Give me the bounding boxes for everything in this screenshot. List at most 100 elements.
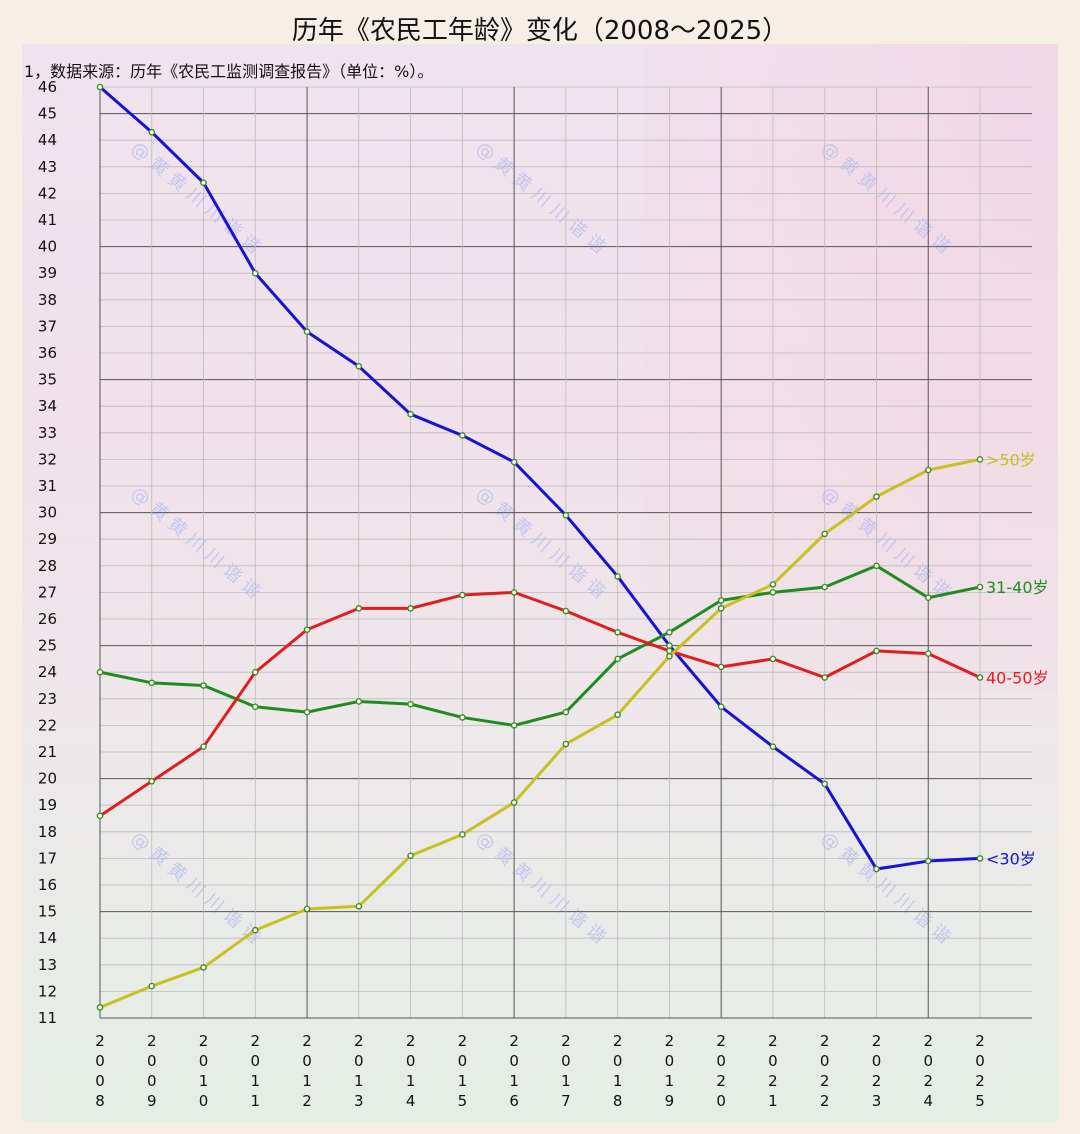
- data-point: [148, 982, 156, 990]
- data-point: [510, 722, 518, 729]
- data-point: [924, 466, 932, 474]
- series-line: [99, 457, 981, 1009]
- data-point: [303, 328, 311, 336]
- data-point: [873, 493, 880, 500]
- series-0: <30岁: [96, 83, 1036, 873]
- data-point: [96, 1004, 104, 1011]
- watermark-text: @黄黄川川谐谐: [472, 138, 614, 262]
- data-point: [614, 629, 621, 636]
- y-tick-label: 30: [38, 504, 57, 522]
- data-point: [562, 511, 570, 519]
- watermark-text: @黄黄川川谐谐: [127, 138, 269, 262]
- y-tick-label: 43: [38, 158, 57, 176]
- data-point: [976, 674, 984, 681]
- y-tick-label: 36: [38, 344, 57, 362]
- data-point: [303, 708, 311, 716]
- watermark-group: @黄黄川川谐谐 @黄黄川川谐谐 @黄黄川川谐谐 @黄黄川川谐谐 @黄黄川川谐谐 @黄黄川川…: [127, 138, 959, 952]
- data-point: [303, 626, 311, 633]
- data-point: [976, 583, 984, 591]
- series-line: [99, 564, 981, 727]
- data-point: [407, 700, 414, 708]
- data-point: [769, 743, 777, 750]
- y-tick-label: 27: [38, 583, 57, 601]
- data-point: [821, 530, 829, 538]
- watermark-text: @黄黄川川谐谐: [817, 483, 959, 607]
- y-tick-label: 46: [38, 78, 57, 96]
- data-point: [666, 629, 673, 636]
- data-point: [148, 777, 156, 785]
- y-tick-label: 16: [38, 876, 57, 894]
- series-label: 40-50岁: [986, 669, 1049, 688]
- data-point: [614, 711, 621, 719]
- data-point: [562, 607, 570, 615]
- data-point: [717, 597, 725, 604]
- plot-background: [22, 44, 1058, 1122]
- data-point: [355, 605, 363, 612]
- data-point: [666, 652, 673, 660]
- data-point: [355, 362, 363, 370]
- y-tick-label: 24: [38, 663, 57, 681]
- data-point: [200, 179, 207, 187]
- data-point: [614, 655, 621, 663]
- data-point: [355, 902, 363, 910]
- y-tick-label: 28: [38, 557, 57, 575]
- series-line: [99, 590, 981, 818]
- series-1: 31-40岁: [96, 562, 1049, 729]
- data-point: [821, 674, 829, 681]
- data-point: [200, 743, 207, 750]
- data-point: [459, 591, 466, 599]
- grid: [99, 86, 1032, 1019]
- data-point: [96, 83, 104, 91]
- y-tick-label: 45: [38, 105, 57, 123]
- data-point: [459, 831, 466, 838]
- data-point: [251, 703, 259, 711]
- data-point: [614, 573, 621, 580]
- data-point: [407, 852, 414, 860]
- data-point: [510, 589, 518, 596]
- data-point: [717, 703, 725, 711]
- data-point: [924, 857, 932, 865]
- watermark-text: @黄黄川川谐谐: [127, 828, 269, 952]
- series-label: 31-40岁: [986, 578, 1049, 597]
- y-tick-label: 29: [38, 530, 57, 548]
- data-point: [769, 581, 777, 588]
- y-tick-label: 44: [38, 131, 57, 149]
- watermark-text: @黄黄川川谐谐: [127, 483, 269, 607]
- data-point: [924, 594, 932, 602]
- data-point: [717, 605, 725, 612]
- source-note: 1，数据来源：历年《农民工监测调查报告》（单位：%）。: [24, 62, 434, 81]
- y-tick-label: 18: [38, 823, 57, 841]
- data-point: [96, 668, 104, 676]
- y-tick-label: 37: [38, 317, 57, 335]
- data-point: [924, 650, 932, 657]
- watermark-text: @黄黄川川谐谐: [817, 138, 959, 262]
- data-point: [200, 682, 207, 689]
- data-point: [821, 780, 829, 788]
- y-tick-label: 32: [38, 450, 57, 468]
- data-point: [769, 655, 777, 663]
- y-tick-labels: 11 12 13 14 15 16 17 18 19 20 21 22 23 24 25 26 27 28 29 30…: [38, 78, 57, 1027]
- y-tick-label: 34: [38, 397, 57, 415]
- watermark-text: @黄黄川川谐谐: [472, 828, 614, 952]
- y-tick-label: 13: [38, 956, 57, 974]
- data-point: [96, 812, 104, 820]
- y-tick-label: 15: [38, 903, 57, 921]
- y-tick-label: 26: [38, 610, 57, 628]
- data-point: [510, 458, 518, 466]
- series-3: >50岁: [96, 450, 1036, 1011]
- watermark-text: @黄黄川川谐谐: [817, 828, 959, 952]
- y-tick-label: 40: [38, 238, 57, 256]
